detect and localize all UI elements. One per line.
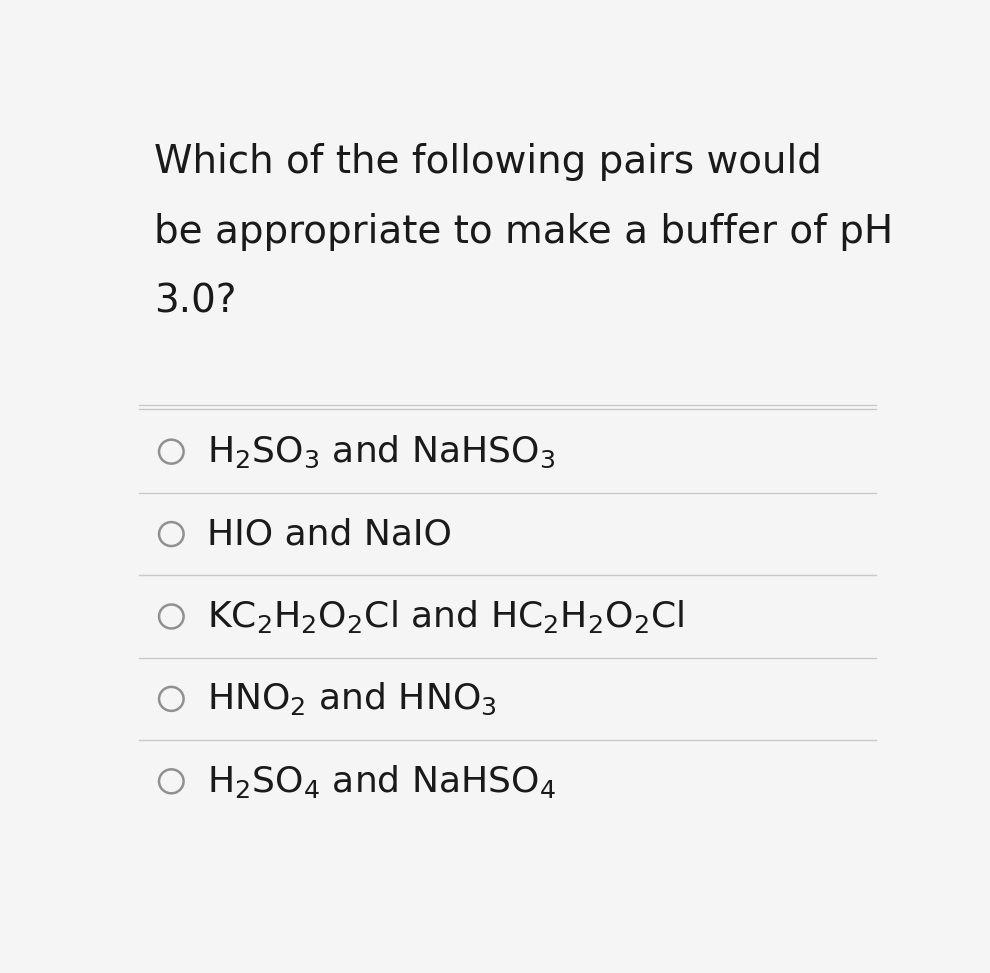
Text: H$_2$SO$_4$ and NaHSO$_4$: H$_2$SO$_4$ and NaHSO$_4$ (207, 763, 555, 800)
Text: KC$_2$H$_2$O$_2$Cl and HC$_2$H$_2$O$_2$Cl: KC$_2$H$_2$O$_2$Cl and HC$_2$H$_2$O$_2$C… (207, 598, 684, 635)
Text: 3.0?: 3.0? (154, 282, 237, 320)
Text: Which of the following pairs would: Which of the following pairs would (154, 143, 823, 181)
Text: HNO$_2$ and HNO$_3$: HNO$_2$ and HNO$_3$ (207, 681, 497, 717)
Text: H$_2$SO$_3$ and NaHSO$_3$: H$_2$SO$_3$ and NaHSO$_3$ (207, 434, 555, 470)
Text: HIO and NaIO: HIO and NaIO (207, 517, 451, 551)
Text: be appropriate to make a buffer of pH: be appropriate to make a buffer of pH (154, 213, 894, 251)
